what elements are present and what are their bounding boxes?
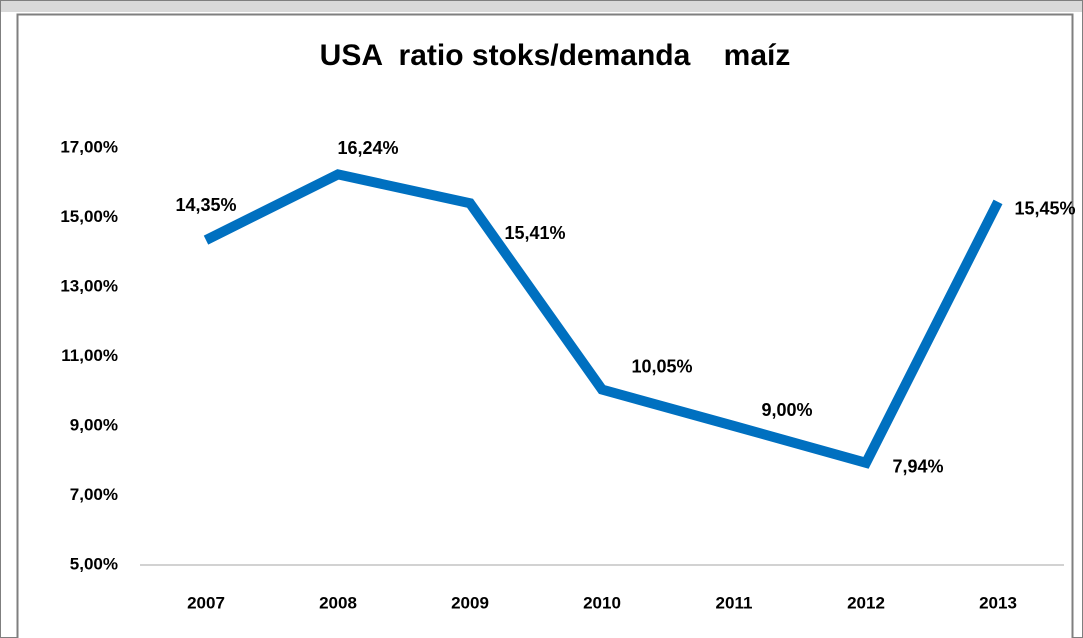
y-tick-label: 5,00%: [70, 554, 118, 573]
data-label: 10,05%: [631, 356, 692, 376]
x-tick-label: 2009: [451, 593, 489, 612]
data-label: 9,00%: [761, 400, 812, 420]
x-tick-label: 2013: [979, 593, 1017, 612]
y-tick-label: 15,00%: [60, 207, 118, 226]
y-tick-label: 13,00%: [60, 276, 118, 295]
chart-title: USA ratio stoks/demanda maíz: [320, 39, 791, 72]
x-tick-label: 2011: [716, 593, 753, 612]
y-tick-label: 7,00%: [70, 485, 118, 504]
x-tick-label: 2008: [319, 593, 357, 612]
data-label: 15,41%: [504, 223, 565, 243]
data-label: 16,24%: [337, 138, 398, 158]
y-tick-label: 17,00%: [60, 137, 118, 156]
data-label: 7,94%: [892, 457, 943, 477]
data-label: 14,35%: [175, 195, 236, 215]
y-tick-label: 9,00%: [70, 415, 118, 434]
data-line: [203, 169, 1003, 469]
chart-frame: [16, 13, 1074, 638]
x-tick-label: 2012: [847, 593, 885, 612]
top-strip: [0, 0, 1083, 12]
x-tick-label: 2007: [187, 593, 225, 612]
y-tick-label: 11,00%: [61, 346, 118, 365]
data-label: 15,45%: [1014, 199, 1075, 219]
x-tick-label: 2010: [583, 593, 621, 612]
